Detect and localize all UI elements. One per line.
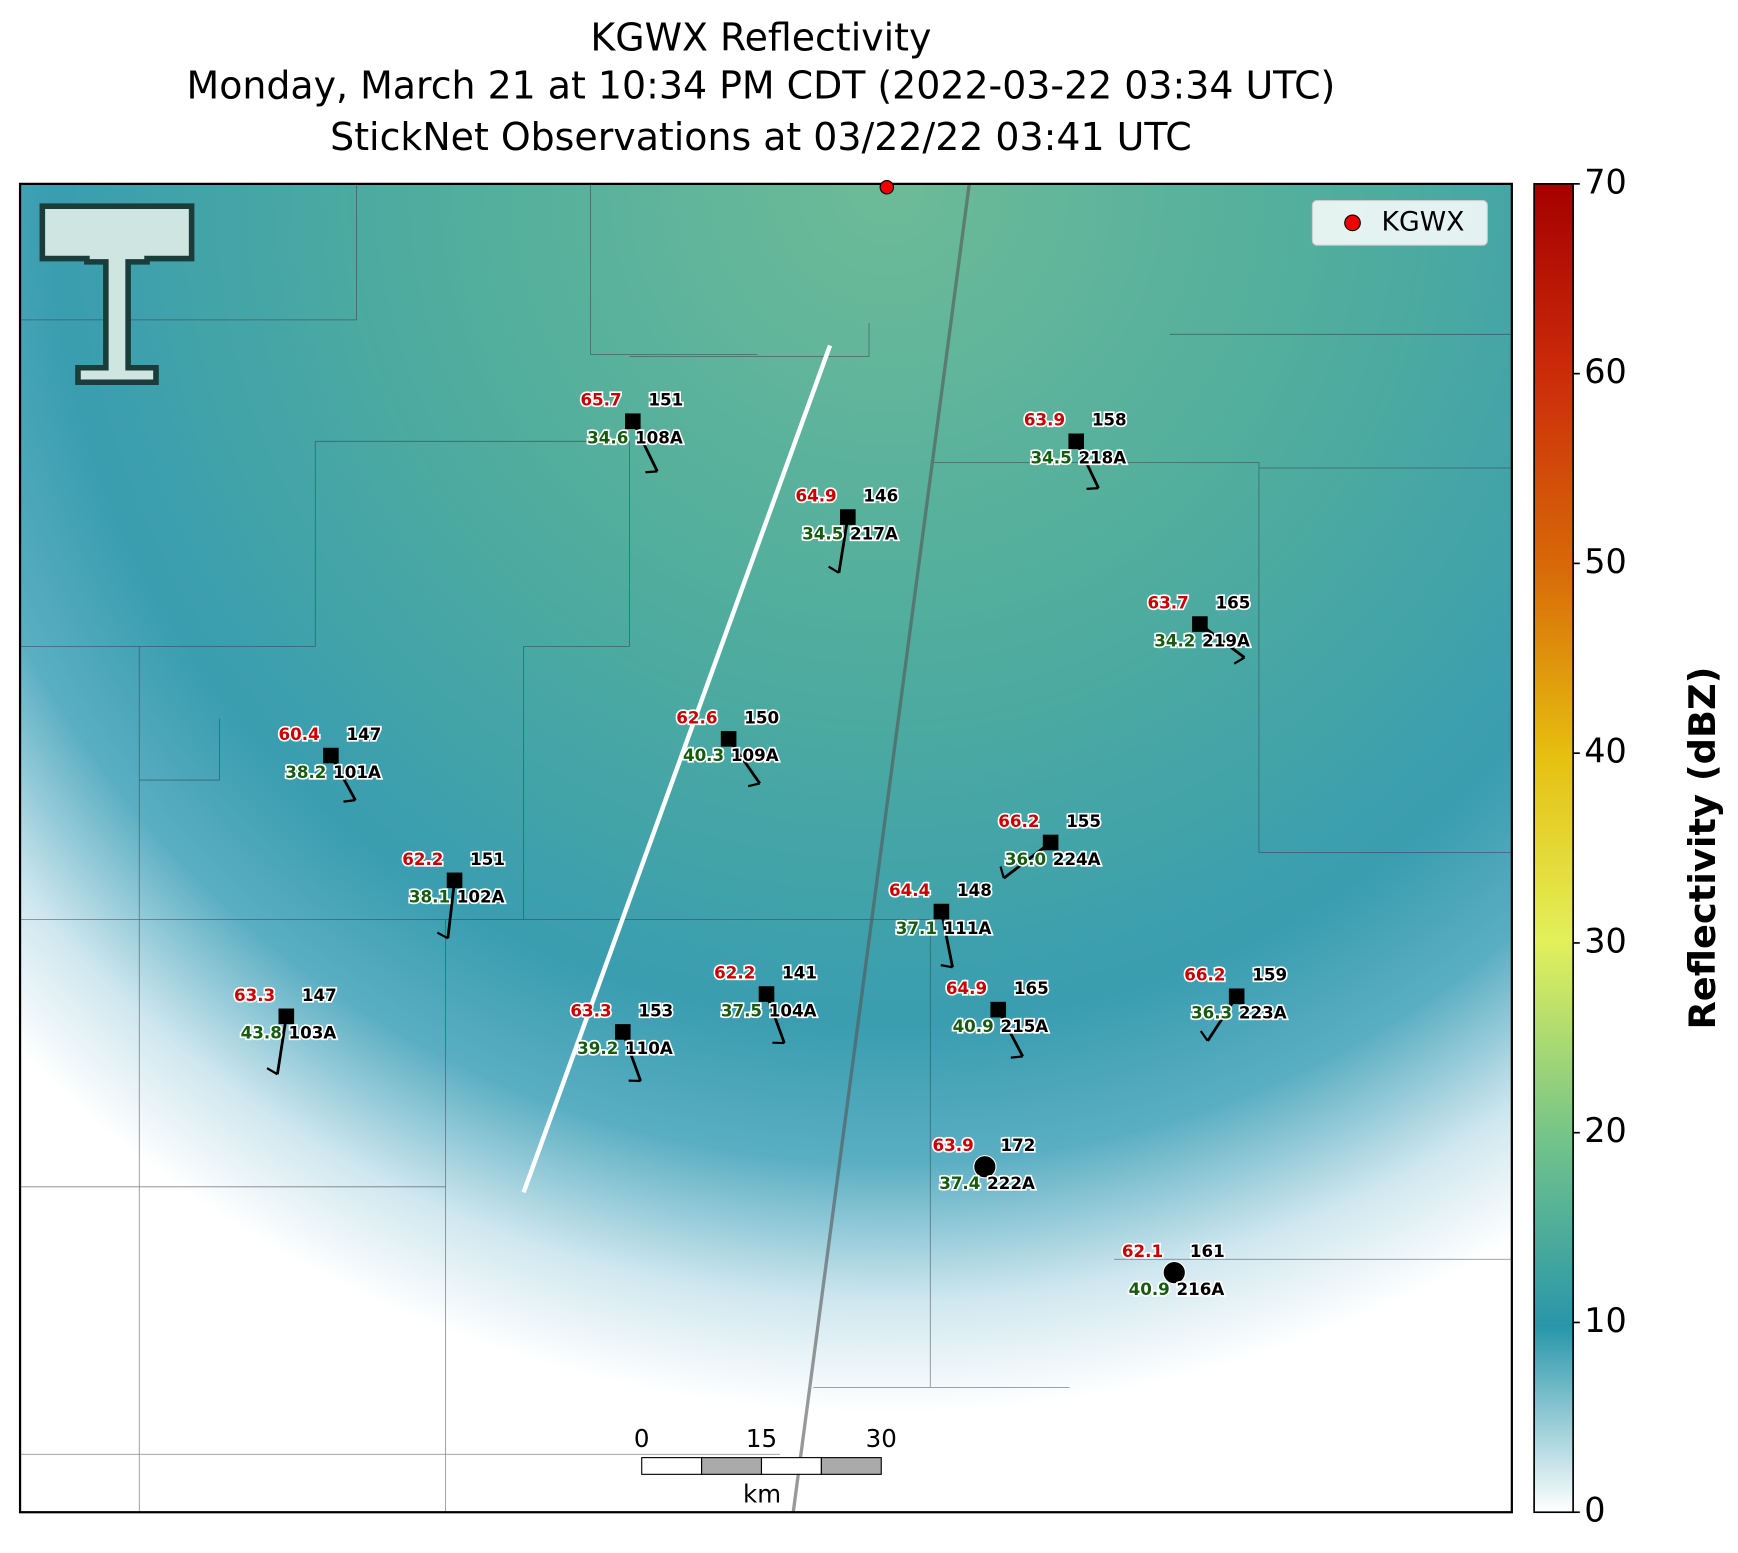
pressure: 159 (1252, 965, 1287, 985)
wind-barb (645, 471, 657, 472)
station-id: 103A (289, 1023, 337, 1043)
temperature: 63.9 (1024, 410, 1065, 430)
dewpoint: 38.1 (409, 887, 450, 907)
dewpoint: 37.4 (939, 1173, 980, 1193)
temperature: 64.9 (946, 978, 987, 998)
dewpoint: 39.2 (577, 1038, 618, 1058)
pressure: 147 (302, 985, 337, 1005)
scale-label: 30 (866, 1424, 897, 1453)
colorbar-tick-label: 30 (1584, 921, 1627, 960)
colorbar (1534, 184, 1573, 1512)
colorbar-tick-label: 20 (1584, 1111, 1627, 1150)
temperature: 64.9 (795, 486, 836, 506)
station-id: 216A (1176, 1279, 1224, 1299)
pressure: 146 (863, 486, 898, 506)
colorbar-tick-label: 10 (1584, 1301, 1627, 1340)
station-id: 110A (625, 1038, 673, 1058)
pressure: 151 (470, 849, 505, 869)
pressure: 155 (1066, 811, 1101, 831)
legend-label: KGWX (1381, 206, 1464, 237)
map-area (20, 184, 1512, 1512)
station-id: 217A (850, 523, 898, 543)
colorbar-tick-label: 40 (1584, 732, 1627, 771)
dewpoint: 34.5 (1031, 448, 1072, 468)
station-id: 108A (635, 428, 683, 448)
dewpoint: 37.5 (721, 1000, 762, 1020)
radar-site (880, 181, 893, 194)
title: KGWX Reflectivity (590, 16, 931, 60)
station-id: 222A (987, 1173, 1035, 1193)
pressure: 172 (1000, 1135, 1035, 1155)
station-id: 102A (457, 887, 505, 907)
scale-label: 15 (746, 1424, 777, 1453)
station-id: 219A (1202, 630, 1250, 650)
temperature: 64.4 (889, 880, 930, 900)
dewpoint: 37.1 (896, 918, 937, 938)
temperature: 62.1 (1122, 1241, 1163, 1261)
pressure: 151 (648, 390, 683, 410)
legend-marker (1345, 215, 1361, 231)
dewpoint: 40.9 (953, 1016, 994, 1036)
scale-segment (821, 1458, 881, 1475)
dewpoint: 36.0 (1005, 849, 1046, 869)
pressure: 148 (957, 880, 992, 900)
legend: KGWX (1312, 201, 1487, 246)
wind-barb (343, 800, 355, 801)
temperature: 62.2 (402, 849, 443, 869)
temperature: 65.7 (580, 390, 621, 410)
station-id: 215A (1000, 1016, 1048, 1036)
temperature: 66.2 (1184, 965, 1225, 985)
dewpoint: 34.6 (587, 428, 628, 448)
station-id: 101A (333, 762, 381, 782)
pressure: 153 (638, 1000, 673, 1020)
subtitle: Monday, March 21 at 10:34 PM CDT (2022-0… (187, 64, 1336, 108)
temperature: 62.6 (676, 707, 717, 727)
wind-barb (1087, 488, 1099, 489)
wind-barb (1011, 1056, 1023, 1057)
pressure: 165 (1215, 592, 1250, 612)
scale-segment (642, 1458, 702, 1475)
dewpoint: 36.3 (1191, 1003, 1232, 1023)
scale-label: 0 (634, 1424, 650, 1453)
dewpoint: 34.5 (802, 523, 843, 543)
pressure: 158 (1092, 410, 1127, 430)
radar-reflectivity (20, 184, 1512, 1512)
colorbar-tick-label: 70 (1584, 162, 1627, 201)
colorbar-tick-label: 0 (1584, 1491, 1605, 1530)
pressure: 141 (782, 962, 817, 982)
colorbar-label: Reflectivity (dBZ) (1681, 667, 1724, 1030)
pressure: 161 (1190, 1241, 1225, 1261)
dewpoint: 34.2 (1154, 630, 1195, 650)
subtitle: StickNet Observations at 03/22/22 03:41 … (330, 115, 1192, 159)
station-id: 104A (769, 1000, 817, 1020)
temperature: 60.4 (279, 724, 320, 744)
colorbar-tick-label: 50 (1584, 542, 1627, 581)
temperature: 63.9 (933, 1135, 974, 1155)
dewpoint: 38.2 (285, 762, 326, 782)
pressure: 165 (1014, 978, 1049, 998)
dewpoint: 40.3 (683, 745, 724, 765)
station-id: 109A (731, 745, 779, 765)
temperature: 63.7 (1148, 592, 1189, 612)
pressure: 150 (744, 707, 779, 727)
station-id: 224A (1053, 849, 1101, 869)
dewpoint: 43.8 (241, 1023, 282, 1043)
station-id: 111A (944, 918, 992, 938)
temperature: 63.3 (234, 985, 275, 1005)
colorbar-tick-label: 60 (1584, 352, 1627, 391)
temperature: 66.2 (998, 811, 1039, 831)
temperature: 63.3 (570, 1000, 611, 1020)
station-id: 218A (1078, 448, 1126, 468)
scale-segment (702, 1458, 762, 1475)
station-id: 223A (1239, 1003, 1287, 1023)
dewpoint: 40.9 (1129, 1279, 1170, 1299)
pressure: 147 (346, 724, 381, 744)
scale-segment (761, 1458, 821, 1475)
scale-unit: km (743, 1480, 781, 1509)
temperature: 62.2 (714, 962, 755, 982)
